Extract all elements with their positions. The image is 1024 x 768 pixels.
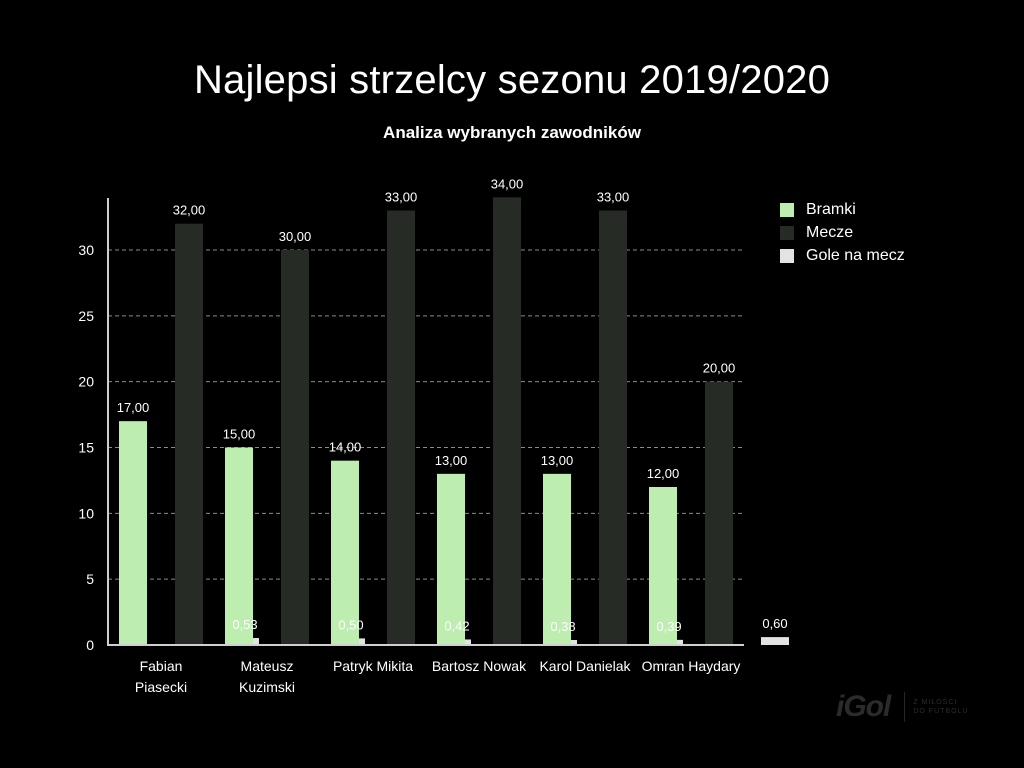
bars-layer [119, 197, 789, 646]
legend-swatch-mecze [780, 225, 794, 240]
data-label-gole-na-mecz: 0,60 [762, 616, 787, 631]
legend-item-mecze[interactable]: Mecze [780, 221, 905, 244]
y-tick-label: 20 [78, 374, 94, 390]
y-tick-label: 30 [78, 242, 94, 258]
axis-layer: 0 5 10 15 20 25 30 Fabian Piasecki Mateusz Kuzimsk… [78, 198, 744, 695]
logo-wordmark: iGol [836, 690, 891, 723]
x-tick-label: Patryk Mikita [333, 658, 413, 674]
y-tick-label: 15 [78, 440, 94, 456]
data-label-mecze: 20,00 [703, 361, 736, 376]
data-label-gole-na-mecz: 0,39 [656, 619, 681, 634]
bar-mecze-0[interactable] [175, 223, 203, 645]
x-tick-label: Karol Danielak [539, 658, 631, 674]
bar-mecze-5[interactable] [705, 381, 733, 645]
bar-mecze-1[interactable] [281, 250, 309, 645]
bar-gole-na-mecz-5[interactable] [761, 637, 789, 645]
data-label-gole-na-mecz: 0,38 [550, 619, 575, 634]
data-label-mecze: 30,00 [279, 229, 312, 244]
bar-bramki-2[interactable] [331, 460, 359, 645]
legend-swatch-bramki [780, 202, 794, 217]
bar-mecze-4[interactable] [599, 210, 627, 646]
legend-swatch-gole-na-mecz [780, 248, 794, 263]
legend-item-gole-na-mecz[interactable]: Gole na mecz [780, 244, 905, 267]
legend-label-mecze: Mecze [806, 223, 854, 241]
x-tick-label: Piasecki [135, 679, 187, 695]
bar-bramki-3[interactable] [437, 473, 465, 645]
y-tick-label: 25 [78, 308, 94, 324]
y-tick-label: 0 [86, 637, 94, 653]
logo-tagline-line1: Z MIŁOŚCI [913, 699, 958, 706]
legend-label-bramki: Bramki [806, 200, 856, 218]
data-label-gole-na-mecz: 0,50 [338, 617, 363, 632]
data-label-bramki: 13,00 [541, 453, 574, 468]
data-label-bramki: 15,00 [223, 427, 256, 442]
logo-tagline: Z MIŁOŚCI DO FUTBOLU [913, 698, 968, 716]
data-label-mecze: 33,00 [597, 190, 630, 205]
bar-bramki-4[interactable] [543, 473, 571, 645]
data-label-mecze: 33,00 [385, 190, 418, 205]
legend-label-gole-na-mecz: Gole na mecz [806, 246, 905, 264]
data-label-mecze: 34,00 [491, 176, 524, 191]
x-tick-label: Bartosz Nowak [432, 658, 527, 674]
chart-subtitle: Analiza wybranych zawodników [383, 123, 641, 142]
data-label-gole-na-mecz: 0,53 [232, 617, 257, 632]
bar-mecze-3[interactable] [493, 197, 521, 646]
igol-logo: iGol Z MIŁOŚCI DO FUTBOLU [836, 690, 968, 724]
data-label-bramki: 13,00 [435, 453, 468, 468]
x-tick-label: Omran Haydary [642, 658, 741, 674]
x-tick-label: Kuzimski [239, 679, 295, 695]
bar-mecze-2[interactable] [387, 210, 415, 646]
logo-tagline-line2: DO FUTBOLU [913, 708, 969, 715]
bar-bramki-1[interactable] [225, 447, 253, 646]
data-label-bramki: 17,00 [117, 400, 150, 415]
x-tick-label: Mateusz [241, 658, 294, 674]
x-tick-label: Fabian [140, 658, 183, 674]
bar-bramki-5[interactable] [649, 487, 677, 645]
legend: Bramki Mecze Gole na mecz [780, 198, 905, 267]
y-tick-label: 10 [78, 505, 94, 521]
data-label-gole-na-mecz: 0,42 [444, 618, 469, 633]
chart-title: Najlepsi strzelcy sezonu 2019/2020 [193, 58, 831, 102]
grid-layer [108, 249, 744, 580]
data-label-bramki: 12,00 [647, 466, 680, 481]
logo-divider [904, 692, 906, 722]
data-label-bramki: 14,00 [329, 440, 362, 455]
data-label-mecze: 32,00 [173, 203, 206, 218]
legend-item-bramki[interactable]: Bramki [780, 198, 905, 221]
y-tick-label: 5 [86, 571, 94, 587]
bar-bramki-0[interactable] [119, 421, 147, 645]
data-labels-layer: 17,00 32,00 0,53 15,00 30,00 0,50 14,00 33,00 0,… [117, 176, 788, 634]
